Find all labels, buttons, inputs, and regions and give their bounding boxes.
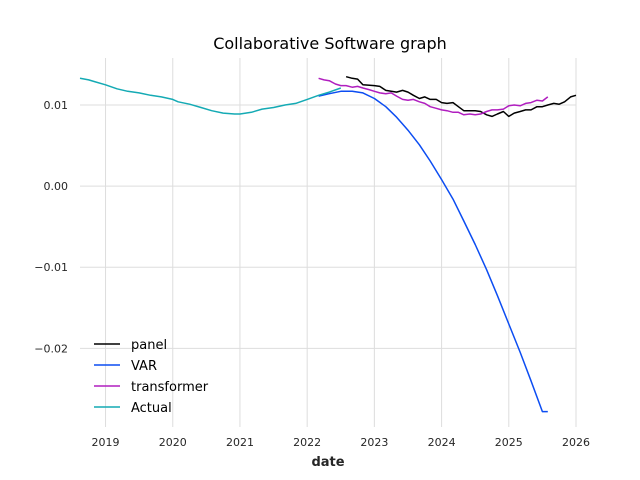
series-line-panel <box>345 75 577 118</box>
x-tick-label: 2022 <box>293 436 321 449</box>
legend-label-panel: panel <box>131 338 167 353</box>
y-tick-labels: 0.01 0.00 −0.01 −0.02 <box>34 99 68 355</box>
y-tick-label: 0.00 <box>44 180 69 193</box>
x-axis-title: date <box>311 455 344 470</box>
legend-label-transformer: transformer <box>131 380 209 395</box>
x-tick-labels: 2019 2020 2021 2022 2023 2024 2025 2026 <box>92 436 590 449</box>
x-tick-label: 2025 <box>495 436 523 449</box>
x-tick-label: 2021 <box>226 436 254 449</box>
series-line-actual <box>79 77 342 115</box>
y-gridlines <box>80 104 576 349</box>
x-tick-label: 2026 <box>562 436 590 449</box>
chart-title: Collaborative Software graph <box>213 34 447 53</box>
series-line-transformer <box>318 77 549 116</box>
legend-label-var: VAR <box>131 359 157 374</box>
x-gridlines <box>105 58 577 427</box>
x-tick-label: 2019 <box>92 436 120 449</box>
series-line-var <box>318 90 548 413</box>
y-tick-label: −0.01 <box>34 261 68 274</box>
x-tick-label: 2024 <box>428 436 456 449</box>
x-tick-label: 2020 <box>159 436 187 449</box>
y-tick-label: 0.01 <box>44 99 69 112</box>
series-lines <box>79 75 577 413</box>
y-tick-label: −0.02 <box>34 342 68 355</box>
legend-label-actual: Actual <box>131 401 172 416</box>
legend: panel VAR transformer Actual <box>94 338 209 416</box>
x-tick-label: 2023 <box>360 436 388 449</box>
